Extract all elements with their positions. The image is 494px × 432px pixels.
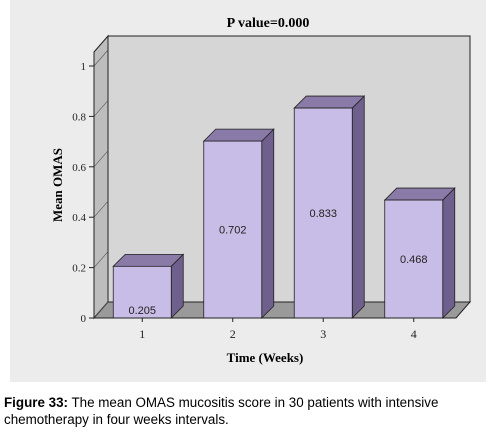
x-tick-label: 1 — [139, 327, 145, 341]
y-tick-depth — [93, 251, 109, 268]
y-tick-depth — [93, 201, 109, 218]
x-tick-label: 2 — [230, 327, 236, 341]
bar-top — [202, 128, 275, 142]
data-label: 0.833 — [309, 208, 337, 220]
data-label: 0.205 — [128, 305, 156, 317]
bar-side — [351, 95, 365, 319]
bar — [293, 107, 353, 319]
y-tick-depth — [93, 100, 109, 117]
bars-group: 0.205 0.702 0.833 0.468 — [112, 95, 456, 319]
bar — [384, 199, 444, 319]
y-tick-depth — [93, 49, 109, 67]
bar-side — [442, 187, 456, 319]
bar-top — [112, 253, 185, 267]
side-wall — [93, 34, 109, 320]
chart-panel: 0.205 0.702 0.833 0.468 1 2 3 4 0 0.2 0.4 0.6 0.8 1 … — [10, 0, 486, 382]
y-tick-label: 0.2 — [72, 263, 86, 275]
y-tick-depth — [93, 301, 109, 319]
bar-chart: 0.205 0.702 0.833 0.468 1 2 3 4 0 0.2 0.4 0.6 0.81 … — [50, 16, 472, 365]
data-label: 0.468 — [400, 254, 428, 266]
data-label: 0.702 — [219, 225, 247, 237]
x-tick-label: 3 — [320, 327, 326, 341]
y-tick-label: 0 — [81, 313, 87, 325]
axes-group: 1 2 3 4 0 0.2 0.4 0.6 0.8 1 — [72, 49, 456, 341]
y-tick-label: 0.8 — [72, 111, 86, 123]
bar-top — [293, 95, 366, 109]
caption-text: The mean OMAS mucositis score in 30 pati… — [4, 395, 439, 427]
x-axis-label: Time (Weeks) — [227, 350, 304, 365]
y-axis-label: Mean OMAS — [50, 148, 65, 222]
bar-side — [261, 128, 275, 319]
y-tick-label: 0.6 — [72, 162, 86, 174]
y-tick-label: 1 — [81, 61, 87, 73]
caption-label: Figure 33: — [4, 395, 68, 410]
y-tick-depth — [93, 150, 109, 167]
bar-top — [383, 187, 456, 201]
chart-title: P value=0.000 — [227, 16, 310, 31]
figure-caption: Figure 33: The mean OMAS mucositis score… — [4, 394, 492, 428]
y-tick-label: 0.4 — [72, 212, 86, 224]
x-tick-label: 4 — [411, 327, 417, 341]
